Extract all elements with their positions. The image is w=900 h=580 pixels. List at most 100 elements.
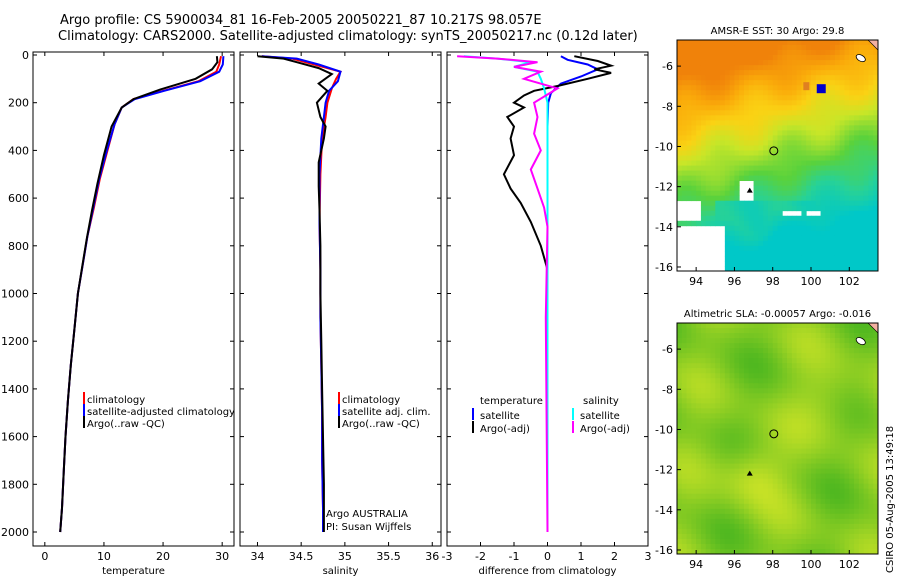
map-cell <box>873 368 879 374</box>
map-cell <box>696 443 702 449</box>
map-cell <box>787 265 793 272</box>
map-cell <box>753 120 759 126</box>
map-cell <box>830 65 836 71</box>
map-cell <box>739 40 745 46</box>
map-cell <box>825 363 831 369</box>
map-cell <box>834 418 841 424</box>
map-cell <box>729 503 735 510</box>
map-cell <box>744 373 750 379</box>
map-cell <box>844 388 850 394</box>
map-cell <box>724 195 731 202</box>
map-cell <box>854 150 860 156</box>
map-cell <box>724 428 731 434</box>
map-cell <box>811 478 817 485</box>
map-cell <box>830 438 836 444</box>
map-cell <box>825 110 831 116</box>
map-cell <box>777 65 783 71</box>
map-cell <box>806 523 812 530</box>
map-cell <box>686 543 692 550</box>
map-cell <box>801 463 807 470</box>
map-cell <box>873 215 879 222</box>
map-cell <box>839 443 845 449</box>
map-cell <box>748 428 754 434</box>
map-cell <box>758 80 764 86</box>
map-cell <box>820 115 826 121</box>
map-cell <box>806 378 812 384</box>
map-cell <box>815 195 821 202</box>
map-cell <box>696 185 702 192</box>
map-cell <box>691 503 697 510</box>
map-cell <box>753 185 759 192</box>
map-cell <box>758 200 764 207</box>
map-cell <box>868 418 874 424</box>
map-cell <box>715 418 721 424</box>
map-cell <box>873 363 879 369</box>
map-cell <box>758 493 764 500</box>
map-cell <box>763 165 769 171</box>
map-cell <box>834 250 841 257</box>
map-cell <box>686 378 692 384</box>
map-cell <box>806 140 812 146</box>
map-cell <box>720 338 726 344</box>
map-cell <box>681 528 687 535</box>
map-cell <box>820 155 826 161</box>
map-cell <box>724 185 731 192</box>
map-cell <box>772 348 778 354</box>
map-cell <box>753 40 759 46</box>
map-cell <box>729 130 735 136</box>
map-cell <box>873 418 879 424</box>
map-cell <box>753 90 759 96</box>
map-cell <box>791 65 798 71</box>
map-cell <box>720 358 726 364</box>
map-cell <box>777 353 783 359</box>
map-cell <box>830 363 836 369</box>
map-cell <box>748 468 754 475</box>
map-cell <box>748 498 754 505</box>
legend-label: Argo(..raw -QC) <box>342 419 420 430</box>
map-cell <box>772 438 778 444</box>
map-cell <box>681 85 687 91</box>
map-cell <box>691 378 697 384</box>
map-cell <box>686 503 692 510</box>
map-cell <box>854 518 860 525</box>
map-cell <box>767 458 774 465</box>
map-cell <box>705 80 711 86</box>
map-cell <box>844 100 850 106</box>
map-cell <box>815 433 821 439</box>
map-cell <box>825 220 831 227</box>
map-cell <box>691 483 697 490</box>
map-cell <box>791 240 798 247</box>
map-cell <box>739 478 745 485</box>
map-cell <box>839 55 845 61</box>
map-cell <box>791 125 798 131</box>
map-cell <box>715 428 721 434</box>
map-cell <box>729 388 735 394</box>
map-cell <box>839 543 845 550</box>
map-cell <box>873 160 879 166</box>
map-cell <box>839 230 845 237</box>
map-cell <box>825 528 831 535</box>
map-cell <box>834 55 841 61</box>
map-cell <box>849 383 855 389</box>
map-cell <box>696 353 702 359</box>
map-cell <box>815 408 821 414</box>
map-cell <box>839 185 845 192</box>
map-cell <box>715 378 721 384</box>
map-cell <box>724 463 731 470</box>
map-cell <box>696 220 702 227</box>
map-cell <box>839 498 845 505</box>
map-cell <box>801 95 807 101</box>
map-cell <box>801 538 807 545</box>
map-cell <box>820 508 826 515</box>
map-cell <box>834 130 841 136</box>
map-cell <box>744 170 750 176</box>
map-cell <box>772 155 778 161</box>
series-line-0 <box>546 55 601 532</box>
map-cell <box>691 358 697 364</box>
map-cell <box>772 528 778 535</box>
map-cell <box>767 323 774 329</box>
map-cell <box>849 75 855 81</box>
map-cell <box>849 265 855 272</box>
map-cell <box>744 135 750 141</box>
map-cell <box>806 388 812 394</box>
